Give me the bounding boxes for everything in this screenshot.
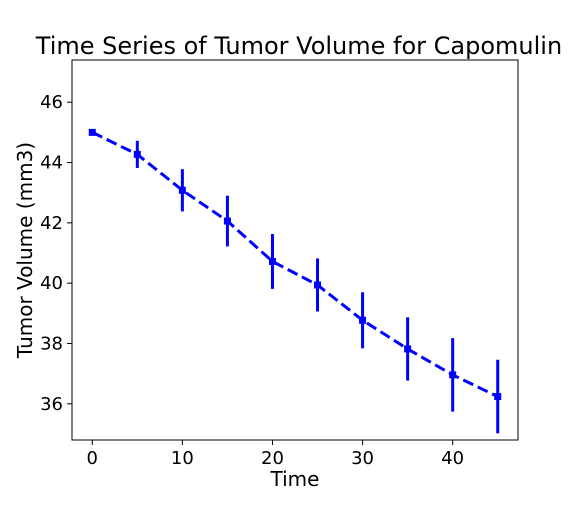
x-axis-label: Time — [270, 467, 320, 491]
data-point-marker — [88, 128, 96, 136]
y-tick-label: 46 — [40, 92, 63, 113]
y-tick-label: 40 — [40, 273, 63, 294]
data-point-marker — [268, 257, 276, 265]
y-axis-label: Tumor Volume (mm3) — [13, 142, 37, 359]
x-tick-label: 40 — [441, 448, 464, 469]
x-tick-label: 20 — [261, 448, 284, 469]
data-point-marker — [178, 186, 186, 194]
data-point-marker — [314, 281, 322, 289]
series-line — [91, 131, 499, 398]
y-tick-label: 36 — [40, 394, 63, 415]
y-tick-label: 42 — [40, 213, 63, 234]
data-point-marker — [223, 217, 231, 225]
data-point-marker — [494, 393, 502, 401]
x-tick-label: 30 — [351, 448, 374, 469]
y-tick-label: 44 — [40, 153, 63, 174]
x-tick-label: 10 — [171, 448, 194, 469]
data-point-marker — [404, 345, 412, 353]
plot-area-frame — [71, 59, 519, 441]
data-point-marker — [449, 371, 457, 379]
data-point-marker — [359, 316, 367, 324]
chart-title: Time Series of Tumor Volume for Capomuli… — [35, 32, 562, 60]
y-tick-label: 38 — [40, 333, 63, 354]
x-tick-label: 0 — [87, 448, 98, 469]
data-point-marker — [133, 150, 141, 158]
